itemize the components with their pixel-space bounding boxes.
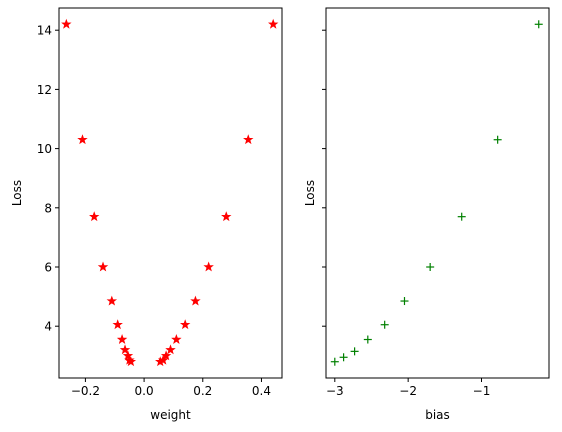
x-tick-label: 0.0 xyxy=(135,384,154,398)
weight-loss-panel: −0.2 0.0 0.2 0.4 4 6 8 10 12 14 weight Loss xyxy=(10,7,283,422)
x-tick-label: −2 xyxy=(399,384,417,398)
data-point-star xyxy=(221,211,232,222)
data-point-plus xyxy=(350,347,359,356)
x-tick-label: −0.2 xyxy=(71,384,100,398)
data-point-plus xyxy=(457,212,466,221)
y-tick-label: 4 xyxy=(44,320,52,334)
y-axis-label: Loss xyxy=(303,180,317,206)
y-tick-label: 14 xyxy=(37,24,52,38)
y-tick-label: 8 xyxy=(44,201,52,215)
data-point-star xyxy=(97,261,109,272)
x-axis-label: bias xyxy=(425,408,450,422)
data-point-star xyxy=(190,295,201,306)
data-point-star xyxy=(171,334,182,344)
data-point-star xyxy=(267,18,279,29)
data-point-plus xyxy=(380,320,389,329)
data-point-star xyxy=(160,350,172,361)
data-point-plus xyxy=(400,297,409,306)
x-tick-label: −3 xyxy=(326,384,344,398)
x-tick-label: −1 xyxy=(473,384,491,398)
axes-frame xyxy=(325,7,550,379)
data-point-star xyxy=(106,295,118,306)
data-point-star xyxy=(89,211,100,222)
x-axis-label: weight xyxy=(150,408,191,422)
x-tick-label: 0.2 xyxy=(193,384,212,398)
y-tick-label: 12 xyxy=(37,83,52,97)
data-point-star xyxy=(77,134,88,145)
bias-loss-panel: −3 −2 −1 bias Loss xyxy=(303,7,550,422)
x-tick-label: 0.4 xyxy=(252,384,271,398)
data-point-star xyxy=(122,350,134,361)
data-point-star xyxy=(179,319,191,330)
data-point-plus xyxy=(330,357,339,366)
axes-frame xyxy=(58,7,283,379)
data-point-plus xyxy=(534,20,543,29)
data-point-star xyxy=(116,334,128,344)
y-tick-label: 6 xyxy=(44,261,52,275)
data-point-star xyxy=(61,18,72,29)
data-point-plus xyxy=(363,335,372,344)
data-point-star xyxy=(243,134,254,145)
y-axis-label: Loss xyxy=(10,180,24,206)
y-tick-label: 10 xyxy=(37,142,52,156)
data-point-plus xyxy=(493,135,502,144)
data-point-star xyxy=(119,344,131,355)
data-point-star xyxy=(112,319,123,330)
data-point-plus xyxy=(339,353,348,362)
data-point-star xyxy=(165,344,176,355)
data-point-plus xyxy=(426,263,435,271)
data-point-star xyxy=(125,356,137,367)
data-point-star xyxy=(203,261,214,272)
